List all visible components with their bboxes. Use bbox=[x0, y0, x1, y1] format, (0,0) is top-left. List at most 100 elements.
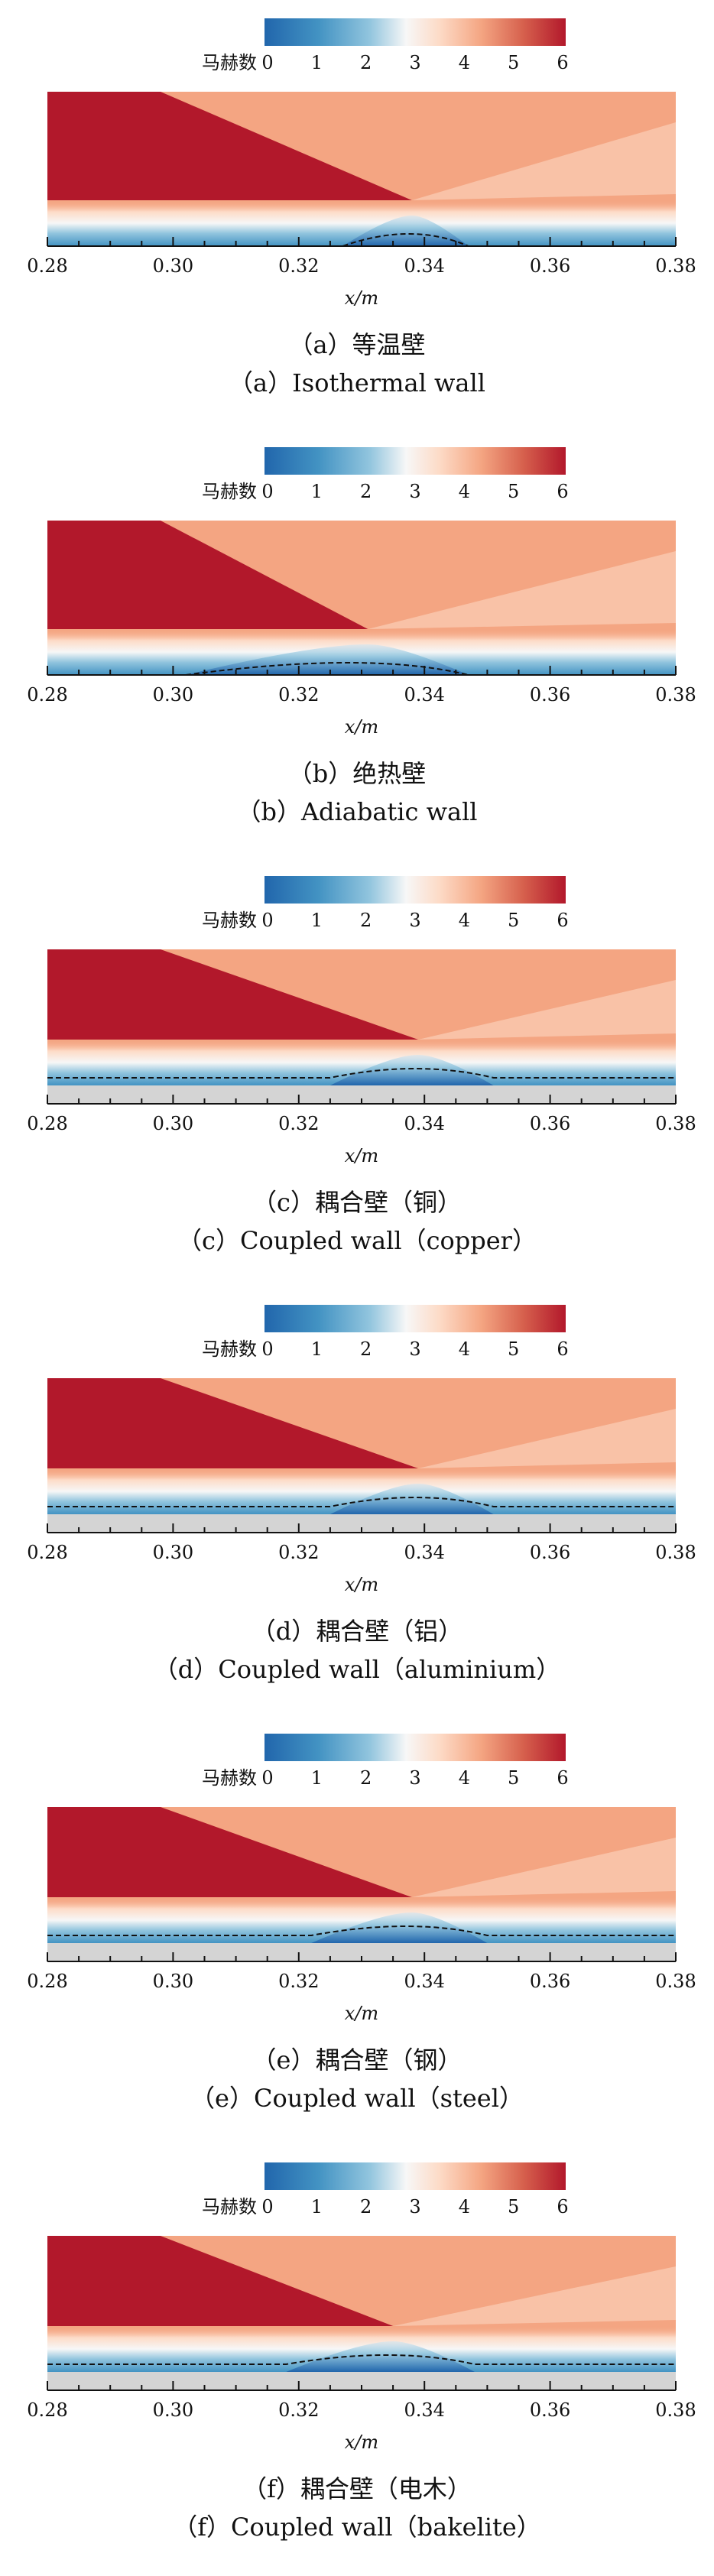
x-tick-label: 0.34 bbox=[404, 1542, 444, 1563]
x-axis-label: x/m bbox=[345, 287, 378, 309]
x-axis-label: x/m bbox=[345, 1145, 378, 1166]
reflected-shock-band bbox=[368, 551, 676, 629]
colorbar-tick-label: 2 bbox=[360, 1338, 372, 1360]
x-tick-label: 0.30 bbox=[153, 255, 193, 277]
colorbar-label: 马赫数 bbox=[202, 2196, 257, 2218]
colorbar-tick-label: 1 bbox=[311, 1767, 323, 1789]
caption-cn: （a）等温壁 bbox=[288, 330, 425, 359]
colorbar bbox=[265, 2162, 566, 2190]
caption-en: （d）Coupled wall（aluminium） bbox=[154, 1655, 560, 1684]
x-tick-label: 0.34 bbox=[404, 1971, 444, 1992]
x-axis-label: x/m bbox=[345, 2432, 378, 2453]
colorbar bbox=[265, 1305, 566, 1332]
caption-cn: （b）绝热壁 bbox=[288, 759, 427, 788]
colorbar-tick-label: 5 bbox=[508, 1338, 519, 1360]
caption-cn: （c）耦合壁（铜） bbox=[252, 1188, 462, 1217]
colorbar-tick-label: 5 bbox=[508, 1767, 519, 1789]
x-tick-label: 0.38 bbox=[655, 684, 696, 706]
separation-bubble bbox=[342, 216, 469, 246]
mach-contour-panel-c: 马赫数 0 1 2 3 4 5 6 0.28 0.30 0.32 0.34 0.36 0.38 x/m （c）… bbox=[27, 876, 696, 1255]
caption-en: （b）Adiabatic wall bbox=[236, 797, 477, 826]
colorbar-tick-label: 6 bbox=[557, 481, 568, 502]
colorbar-tick-label: 5 bbox=[508, 910, 519, 931]
colorbar-tick-label: 4 bbox=[459, 2196, 470, 2218]
x-tick-label: 0.30 bbox=[153, 684, 193, 706]
x-tick-label: 0.38 bbox=[655, 2399, 696, 2421]
caption-en: （a）Isothermal wall bbox=[229, 368, 485, 397]
x-tick-label: 0.32 bbox=[278, 1113, 319, 1134]
x-tick-label: 0.30 bbox=[153, 1113, 193, 1134]
colorbar-tick-label: 1 bbox=[311, 1338, 323, 1360]
reflected-shock-band bbox=[411, 122, 676, 200]
x-tick-label: 0.36 bbox=[530, 255, 570, 277]
caption-en: （f）Coupled wall（bakelite） bbox=[173, 2513, 541, 2542]
x-tick-label: 0.36 bbox=[530, 1542, 570, 1563]
x-tick-label: 0.38 bbox=[655, 1542, 696, 1563]
reflected-shock-band bbox=[411, 1838, 676, 1897]
x-tick-label: 0.28 bbox=[27, 255, 67, 277]
x-tick-label: 0.38 bbox=[655, 1971, 696, 1992]
colorbar-tick-label: 5 bbox=[508, 2196, 519, 2218]
colorbar-tick-label: 2 bbox=[360, 481, 372, 502]
sonic-line bbox=[47, 1497, 676, 1507]
freestream-region bbox=[47, 949, 418, 1040]
x-axis-label: x/m bbox=[345, 2003, 378, 2024]
colorbar-tick-label: 3 bbox=[409, 2196, 420, 2218]
x-tick-label: 0.28 bbox=[27, 1971, 67, 1992]
colorbar-tick-label: 2 bbox=[360, 52, 372, 73]
separation-bubble bbox=[311, 1913, 488, 1943]
colorbar-tick-label: 2 bbox=[360, 1767, 372, 1789]
x-tick-label: 0.28 bbox=[27, 1113, 67, 1134]
sonic-line bbox=[342, 233, 469, 247]
colorbar-tick-label: 1 bbox=[311, 2196, 323, 2218]
colorbar-tick-label: 4 bbox=[459, 481, 470, 502]
x-tick-label: 0.32 bbox=[278, 255, 319, 277]
colorbar-label: 马赫数 bbox=[202, 481, 257, 502]
colorbar-tick-label: 5 bbox=[508, 52, 519, 73]
colorbar-tick-label: 0 bbox=[261, 1767, 273, 1789]
colorbar-tick-label: 2 bbox=[360, 2196, 372, 2218]
mach-contour-panel-f: 马赫数 0 1 2 3 4 5 6 0.28 0.30 0.32 0.34 0.36 0.38 x/m （f）… bbox=[27, 2162, 696, 2542]
x-tick-label: 0.36 bbox=[530, 2399, 570, 2421]
x-tick-label: 0.32 bbox=[278, 1971, 319, 1992]
x-tick-label: 0.28 bbox=[27, 1542, 67, 1563]
colorbar-label: 马赫数 bbox=[202, 1338, 257, 1360]
colorbar bbox=[265, 447, 566, 475]
colorbar-tick-label: 6 bbox=[557, 2196, 568, 2218]
x-tick-label: 0.28 bbox=[27, 684, 67, 706]
separation-bubble bbox=[329, 1484, 494, 1514]
separation-bubble bbox=[329, 1055, 494, 1085]
colorbar-tick-label: 4 bbox=[459, 52, 470, 73]
reflected-shock-band bbox=[417, 980, 676, 1040]
freestream-region bbox=[47, 521, 368, 629]
x-tick-label: 0.32 bbox=[278, 2399, 319, 2421]
colorbar-tick-label: 3 bbox=[409, 1767, 420, 1789]
colorbar-tick-label: 5 bbox=[508, 481, 519, 502]
colorbar-tick-label: 1 bbox=[311, 52, 323, 73]
freestream-region bbox=[47, 1807, 412, 1897]
colorbar-tick-label: 0 bbox=[261, 52, 273, 73]
mach-contour-panel-a: 马赫数 0 1 2 3 4 5 6 0.28 0.30 0.32 0.34 0.36 0.38 x/m （a）… bbox=[27, 18, 696, 397]
colorbar-tick-label: 3 bbox=[409, 910, 420, 931]
colorbar-tick-label: 0 bbox=[261, 2196, 273, 2218]
colorbar-label: 马赫数 bbox=[202, 910, 257, 931]
sonic-line bbox=[185, 662, 469, 676]
colorbar-tick-label: 1 bbox=[311, 910, 323, 931]
sonic-line bbox=[47, 1926, 676, 1936]
colorbar-tick-label: 6 bbox=[557, 52, 568, 73]
x-tick-label: 0.28 bbox=[27, 2399, 67, 2421]
colorbar bbox=[265, 1734, 566, 1761]
x-tick-label: 0.32 bbox=[278, 684, 319, 706]
mach-contour-panel-b: 马赫数 0 1 2 3 4 5 6 0.28 0.30 0.32 0.34 0.36 0.38 x/m （b）… bbox=[27, 447, 696, 826]
colorbar-tick-label: 3 bbox=[409, 52, 420, 73]
freestream-region bbox=[47, 1378, 418, 1468]
x-tick-label: 0.32 bbox=[278, 1542, 319, 1563]
x-tick-label: 0.36 bbox=[530, 1971, 570, 1992]
sonic-line bbox=[47, 2354, 676, 2365]
reflected-shock-band bbox=[393, 2266, 676, 2326]
caption-en: （c）Coupled wall（copper） bbox=[177, 1226, 537, 1255]
sonic-line bbox=[47, 1068, 676, 1079]
colorbar-tick-label: 4 bbox=[459, 910, 470, 931]
x-tick-label: 0.34 bbox=[404, 255, 444, 277]
colorbar-tick-label: 4 bbox=[459, 1338, 470, 1360]
